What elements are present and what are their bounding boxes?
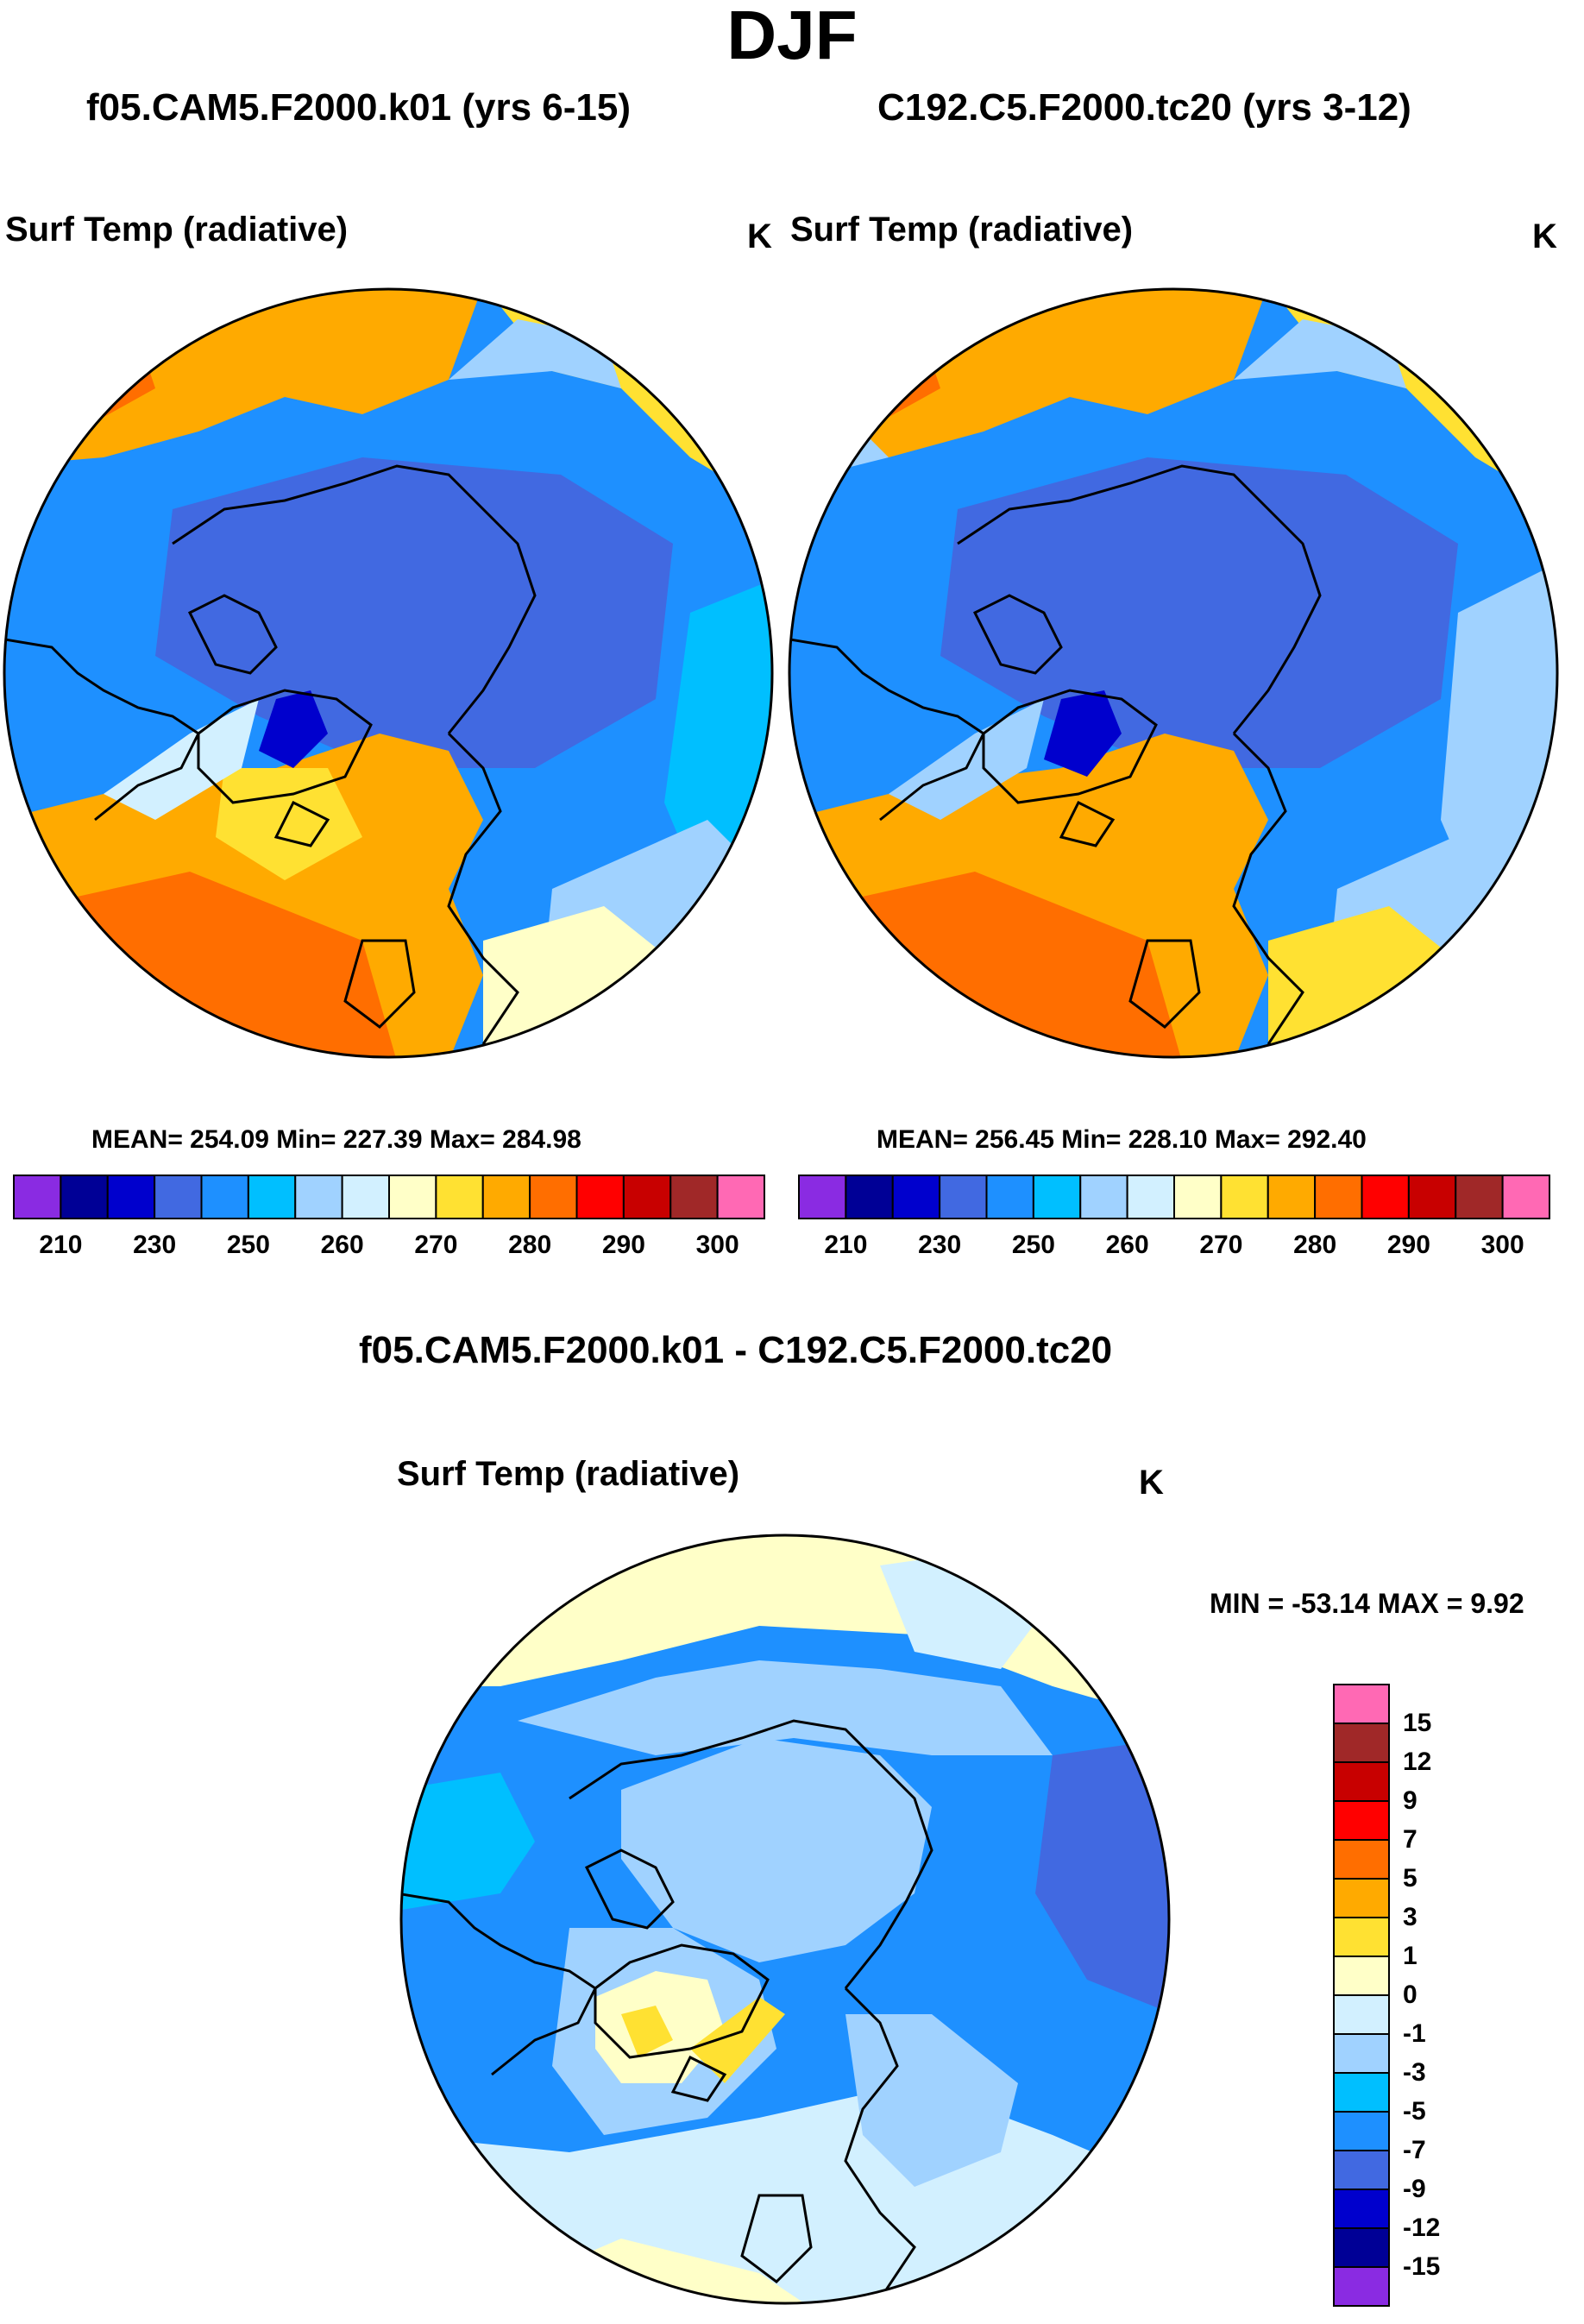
colorbar-swatch (1361, 1175, 1410, 1219)
panel2-map (788, 287, 1559, 1059)
colorbar-swatch (1333, 1878, 1390, 1918)
colorbar-swatch (575, 1175, 625, 1219)
colorbar-swatch (1333, 1684, 1390, 1724)
colorbar-swatch (1333, 1956, 1390, 1996)
colorbar-tick-label: 210 (39, 1231, 83, 1259)
colorbar-tick-label: 270 (1199, 1231, 1243, 1259)
colorbar-tick-label: 290 (1386, 1231, 1430, 1259)
colorbar-swatch (60, 1175, 109, 1219)
colorbar-swatch (1333, 2150, 1390, 2190)
figure-title: DJF (726, 0, 858, 73)
colorbar-tick-label: 260 (320, 1231, 364, 1259)
colorbar-tick-label: 260 (1105, 1231, 1149, 1259)
colorbar-swatch (247, 1175, 297, 1219)
diff-colorbar (1333, 1684, 1390, 2307)
colorbar-swatch (1220, 1175, 1269, 1219)
colorbar-swatch (13, 1175, 62, 1219)
colorbar-tick-label: 290 (601, 1231, 645, 1259)
colorbar-tick-label: -12 (1403, 2214, 1441, 2242)
colorbar-swatch (529, 1175, 578, 1219)
colorbar-swatch (1079, 1175, 1128, 1219)
colorbar-swatch (1333, 2189, 1390, 2229)
colorbar-swatch (1407, 1175, 1457, 1219)
colorbar-tick-label: 12 (1403, 1748, 1432, 1776)
panel1-stats: MEAN= 254.09 Min= 227.39 Max= 284.98 (91, 1125, 581, 1154)
colorbar-tick-label: 300 (695, 1231, 739, 1259)
colorbar-swatch (341, 1175, 390, 1219)
panel1-colorbar (13, 1175, 765, 1219)
panel2-stats: MEAN= 256.45 Min= 228.10 Max= 292.40 (877, 1125, 1367, 1154)
colorbar-swatch (622, 1175, 672, 1219)
panel1-map (3, 287, 774, 1059)
colorbar-tick-label: 210 (824, 1231, 868, 1259)
colorbar-swatch (985, 1175, 1034, 1219)
colorbar-swatch (481, 1175, 531, 1219)
colorbar-swatch (154, 1175, 203, 1219)
diff-title: f05.CAM5.F2000.k01 - C192.C5.F2000.tc20 (359, 1329, 1113, 1371)
diff-units-label: K (1139, 1464, 1164, 1502)
panel1-run-title: f05.CAM5.F2000.k01 (yrs 6-15) (86, 86, 631, 129)
panel2-units-label: K (1532, 217, 1557, 255)
panel1-units-label: K (747, 217, 772, 255)
colorbar-tick-label: 250 (1011, 1231, 1055, 1259)
panel2-colorbar (798, 1175, 1550, 1219)
colorbar-swatch (1333, 2111, 1390, 2151)
diff-variable-label: Surf Temp (radiative) (397, 1455, 740, 1493)
colorbar-tick-label: 7 (1403, 1825, 1417, 1854)
colorbar-swatch (1333, 1761, 1390, 1802)
colorbar-tick-label: 280 (508, 1231, 552, 1259)
colorbar-swatch (1173, 1175, 1223, 1219)
colorbar-tick-label: 3 (1403, 1903, 1417, 1931)
panel1-variable-label: Surf Temp (radiative) (5, 211, 349, 249)
panel2-variable-label: Surf Temp (radiative) (790, 211, 1134, 249)
panel2-run-title: C192.C5.F2000.tc20 (yrs 3-12) (877, 86, 1411, 129)
colorbar-swatch (1333, 2072, 1390, 2113)
colorbar-swatch (1333, 2033, 1390, 2074)
colorbar-tick-label: -15 (1403, 2252, 1441, 2281)
colorbar-swatch (1333, 1839, 1390, 1880)
colorbar-swatch (106, 1175, 156, 1219)
colorbar-swatch (939, 1175, 988, 1219)
diff-map (399, 1534, 1171, 2305)
colorbar-swatch (845, 1175, 894, 1219)
diff-minmax-text: MIN = -53.14 MAX = 9.92 (1210, 1588, 1524, 1619)
colorbar-tick-label: 230 (133, 1231, 177, 1259)
colorbar-swatch (1314, 1175, 1363, 1219)
colorbar-swatch (435, 1175, 484, 1219)
colorbar-tick-label: 15 (1403, 1709, 1432, 1737)
colorbar-swatch (1333, 2266, 1390, 2307)
colorbar-tick-label: 9 (1403, 1786, 1417, 1815)
colorbar-swatch (1501, 1175, 1550, 1219)
colorbar-tick-label: 250 (226, 1231, 270, 1259)
colorbar-swatch (294, 1175, 343, 1219)
colorbar-swatch (1267, 1175, 1317, 1219)
colorbar-tick-label: 280 (1293, 1231, 1337, 1259)
colorbar-swatch (1126, 1175, 1175, 1219)
colorbar-swatch (200, 1175, 249, 1219)
colorbar-swatch (716, 1175, 765, 1219)
colorbar-tick-label: -5 (1403, 2097, 1426, 2126)
colorbar-tick-label: -1 (1403, 2019, 1426, 2048)
colorbar-tick-label: 300 (1480, 1231, 1524, 1259)
colorbar-tick-label: 230 (918, 1231, 962, 1259)
colorbar-tick-label: 270 (414, 1231, 458, 1259)
colorbar-tick-label: -9 (1403, 2175, 1426, 2203)
colorbar-swatch (1333, 2227, 1390, 2268)
colorbar-swatch (1333, 1917, 1390, 1957)
colorbar-swatch (1032, 1175, 1082, 1219)
colorbar-swatch (669, 1175, 719, 1219)
colorbar-tick-label: 1 (1403, 1942, 1417, 1970)
colorbar-swatch (388, 1175, 437, 1219)
colorbar-swatch (798, 1175, 847, 1219)
colorbar-tick-label: -3 (1403, 2058, 1426, 2087)
colorbar-swatch (1333, 1994, 1390, 2035)
colorbar-swatch (1333, 1800, 1390, 1841)
colorbar-swatch (1333, 1723, 1390, 1763)
colorbar-swatch (1455, 1175, 1504, 1219)
colorbar-tick-label: -7 (1403, 2136, 1426, 2164)
colorbar-swatch (891, 1175, 941, 1219)
colorbar-tick-label: 5 (1403, 1864, 1417, 1893)
colorbar-tick-label: 0 (1403, 1981, 1417, 2009)
